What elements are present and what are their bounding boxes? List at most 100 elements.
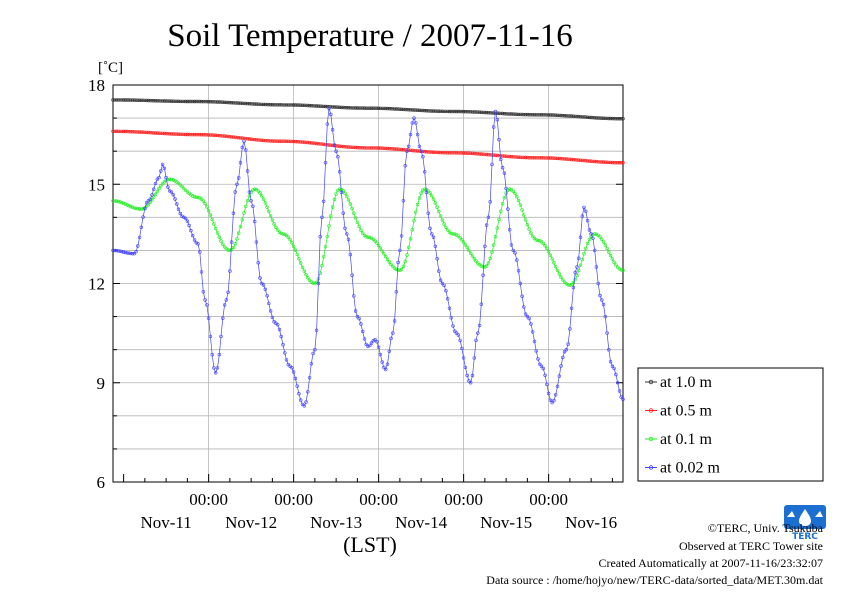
data-point (469, 381, 473, 385)
data-point (569, 282, 574, 287)
data-point (424, 150, 429, 154)
data-point (382, 365, 386, 370)
legend-item: at 0.02 m (645, 460, 721, 477)
data-point (155, 189, 160, 194)
legend-item: at 1.0 m (645, 374, 713, 391)
data-point (433, 244, 437, 249)
data-point (573, 270, 577, 275)
data-point (614, 116, 618, 121)
data-point (194, 99, 198, 104)
data-point (276, 228, 280, 232)
data-point (580, 158, 584, 163)
data-point (304, 140, 308, 145)
data-point (486, 110, 491, 115)
data-point (192, 132, 197, 137)
data-point (314, 328, 319, 332)
data-point (332, 143, 337, 147)
data-point (238, 101, 243, 105)
data-point (199, 99, 204, 104)
data-point (440, 150, 445, 155)
data-point (589, 232, 593, 236)
data-point (295, 140, 299, 144)
data-point (587, 237, 592, 242)
data-point (433, 109, 437, 113)
data-point (555, 156, 560, 161)
data-point (178, 132, 183, 137)
data-point (168, 189, 172, 193)
data-point (348, 145, 352, 149)
data-point (153, 98, 158, 103)
data-point (196, 195, 200, 200)
data-point (502, 111, 507, 116)
series-at-1-0-m (111, 98, 625, 121)
data-point (343, 145, 347, 149)
data-point (231, 245, 236, 250)
data-point (608, 253, 613, 258)
data-point (316, 142, 321, 146)
data-point (198, 99, 202, 104)
data-point (472, 356, 476, 360)
data-point (276, 139, 280, 143)
data-point (412, 108, 416, 112)
data-point (336, 144, 340, 148)
data-point (438, 109, 443, 114)
data-point (566, 283, 570, 287)
data-point (353, 106, 358, 110)
data-point (247, 137, 252, 141)
data-point (582, 158, 586, 163)
y-axis-ticks: 6 9 12 15 18 (88, 76, 623, 492)
data-point (244, 148, 248, 152)
data-point (601, 240, 606, 244)
data-point (610, 116, 615, 121)
data-point (591, 115, 595, 120)
data-point (582, 252, 586, 256)
data-point (571, 280, 576, 285)
data-point (330, 128, 335, 132)
data-point (251, 188, 255, 192)
data-point (253, 102, 257, 106)
data-point (527, 316, 531, 321)
data-point (162, 131, 167, 136)
data-point (359, 146, 363, 150)
data-point (291, 370, 296, 374)
data-point (438, 278, 443, 282)
data-point (389, 106, 393, 111)
data-point (385, 146, 390, 151)
data-point (492, 243, 496, 247)
data-point (532, 113, 537, 117)
data-point (346, 145, 351, 149)
data-point (185, 219, 190, 223)
data-point (120, 98, 124, 102)
data-point (617, 116, 622, 121)
data-point (339, 190, 344, 195)
data-point (123, 98, 128, 102)
data-point (398, 107, 402, 111)
data-point (555, 384, 560, 388)
data-point (575, 265, 579, 269)
data-point (621, 397, 625, 401)
data-point (621, 116, 625, 121)
data-point (245, 169, 250, 173)
data-point (152, 131, 156, 135)
data-point (267, 209, 271, 214)
data-point (382, 146, 386, 151)
data-point (176, 99, 181, 104)
data-point (598, 116, 602, 120)
data-point (113, 98, 117, 102)
data-point (391, 107, 395, 111)
data-point (368, 106, 372, 110)
data-point (290, 241, 294, 245)
data-point (327, 224, 331, 228)
data-point (318, 235, 322, 239)
data-point (171, 99, 175, 103)
data-point (490, 111, 494, 115)
data-point (600, 116, 604, 120)
data-point (113, 199, 117, 203)
data-point (479, 152, 483, 156)
data-point (571, 114, 576, 118)
data-point (384, 146, 388, 151)
data-point (440, 109, 445, 114)
data-point (617, 389, 622, 393)
data-point (286, 139, 290, 144)
data-point (569, 306, 574, 310)
